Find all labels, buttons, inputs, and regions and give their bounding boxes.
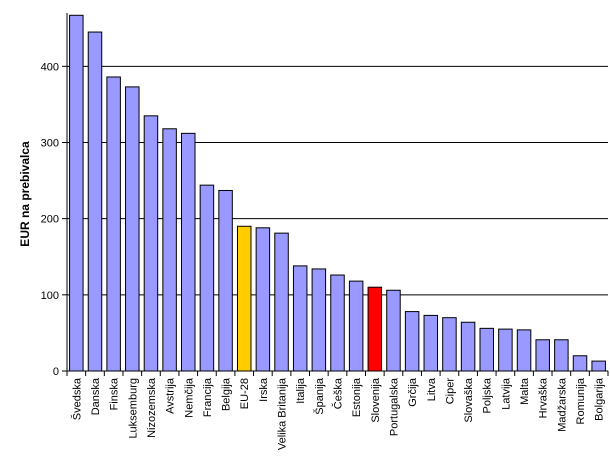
y-tick-label: 200 <box>41 214 59 226</box>
bar-15 <box>348 280 364 372</box>
bar-0 <box>69 14 84 372</box>
bar-21 <box>460 321 476 372</box>
bar-3 <box>125 86 140 372</box>
x-category-label: Švedska <box>70 377 83 420</box>
x-category-label: Grčija <box>407 377 419 407</box>
bar-26 <box>554 339 569 372</box>
x-category-label: Slovaška <box>463 377 475 423</box>
bar-23 <box>498 328 513 372</box>
bar-22 <box>479 327 494 372</box>
bar-6 <box>181 132 196 372</box>
bar-19 <box>423 314 439 372</box>
y-tick-label: 0 <box>53 366 59 378</box>
bar-7 <box>199 184 215 372</box>
x-category-label: Latvija <box>500 377 512 410</box>
x-category-label: Bolgarija <box>594 377 606 421</box>
x-category-label: Poljska <box>482 377 494 413</box>
x-category-label: Slovenija <box>370 377 382 423</box>
bar-2 <box>106 76 121 372</box>
x-category-label: Francija <box>202 377 214 417</box>
bar-10 <box>255 227 271 372</box>
x-category-label: Ciper <box>444 378 456 405</box>
bar-28 <box>591 360 606 372</box>
y-tick-label: 300 <box>41 137 59 149</box>
y-axis-title: EUR na prebivalca <box>18 141 32 247</box>
x-category-label: Češka <box>332 377 345 409</box>
bar-1 <box>87 31 103 372</box>
x-category-label: Nizozemska <box>146 377 158 438</box>
bar-8 <box>218 189 233 372</box>
x-category-label: Romunija <box>575 377 587 424</box>
x-category-label: Estonija <box>351 377 363 417</box>
x-category-label: Madžarska <box>556 377 568 432</box>
bar-12 <box>292 265 308 372</box>
bar-14 <box>330 274 345 372</box>
x-category-label: Nemčija <box>183 377 195 418</box>
bar-11 <box>274 232 289 372</box>
x-category-label: Finska <box>109 377 121 410</box>
x-category-label: Litva <box>426 377 438 401</box>
bar-9 <box>236 225 252 372</box>
bar-17 <box>386 289 401 372</box>
bar-20 <box>442 317 457 372</box>
bar-4 <box>143 115 159 372</box>
x-category-label: Velika Britanija <box>277 377 289 450</box>
bar-16 <box>367 286 383 372</box>
bar-24 <box>516 329 532 372</box>
x-category-label: Malta <box>519 377 531 405</box>
bar-27 <box>572 355 588 372</box>
x-category-label: Portugalska <box>388 377 400 436</box>
y-tick-label: 400 <box>41 61 59 73</box>
x-category-label: Italija <box>295 377 307 404</box>
y-tick-label: 100 <box>41 290 59 302</box>
bar-13 <box>311 268 327 372</box>
x-category-label: Luksemburg <box>127 378 139 439</box>
x-category-label: Danska <box>90 377 102 415</box>
x-category-label: Irska <box>258 377 270 402</box>
x-category-label: Avstrija <box>165 377 177 414</box>
bar-18 <box>404 311 420 372</box>
x-category-label: Belgija <box>221 377 233 411</box>
bar-25 <box>535 339 550 372</box>
x-category-label: Hrvaška <box>538 377 550 418</box>
x-category-label: EU-28 <box>239 378 251 409</box>
bar-5 <box>162 128 177 372</box>
x-category-label: Španija <box>313 377 326 415</box>
